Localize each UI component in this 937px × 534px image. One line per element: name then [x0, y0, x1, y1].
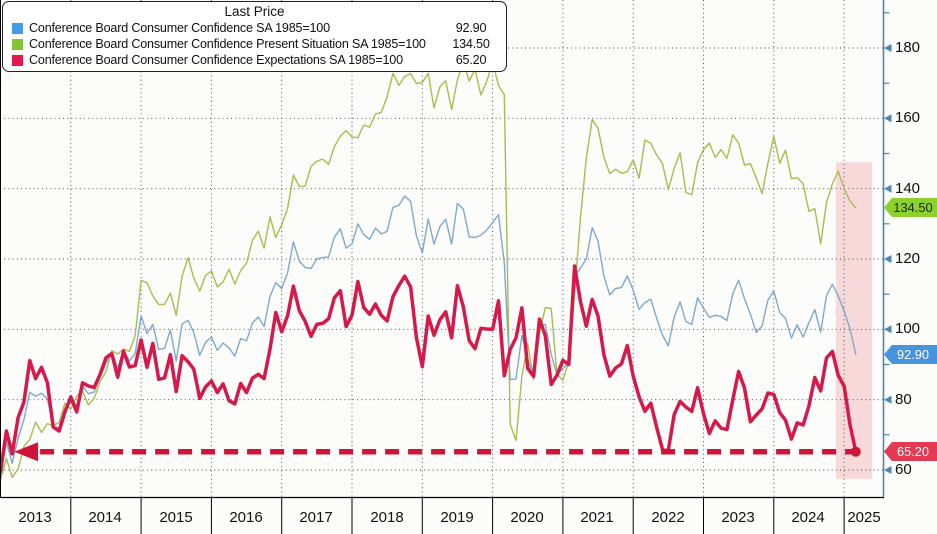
- x-axis-year-label: 2019: [440, 509, 474, 526]
- legend-item-value: 65.20: [455, 53, 487, 67]
- x-axis-year-label: 2022: [651, 509, 685, 526]
- legend-item-value: 92.90: [455, 21, 487, 35]
- legend-swatch-icon: [12, 38, 23, 50]
- legend-item-label: Conference Board Consumer Confidence Pre…: [29, 37, 426, 51]
- legend-item: Conference Board Consumer Confidence Exp…: [3, 52, 506, 68]
- legend: Last Price Conference Board Consumer Con…: [2, 1, 507, 72]
- x-axis-year-label: 2023: [721, 509, 755, 526]
- legend-item-label: Conference Board Consumer Confidence Exp…: [29, 53, 403, 67]
- last-price-badge: 65.20: [884, 442, 937, 461]
- x-axis-year-label: 2018: [370, 509, 404, 526]
- x-axis-year-label: 2013: [18, 509, 52, 526]
- last-price-badge: 92.90: [884, 345, 937, 364]
- x-axis-year-label: 2014: [88, 509, 122, 526]
- x-axis-year-label: 2015: [159, 509, 193, 526]
- y-axis-tick-label: 80: [895, 391, 912, 408]
- y-axis-tick-label: 120: [895, 250, 921, 267]
- legend-swatch-icon: [12, 54, 23, 66]
- legend-item-label: Conference Board Consumer Confidence SA …: [29, 21, 330, 35]
- last-price-badge: 134.50: [884, 198, 937, 217]
- y-axis-tick-label: 60: [895, 461, 912, 478]
- x-axis-year-label: 2016: [229, 509, 263, 526]
- legend-item: Conference Board Consumer Confidence SA …: [3, 20, 506, 36]
- x-axis-year-label: 2021: [580, 509, 614, 526]
- y-axis-tick-label: 180: [895, 39, 921, 56]
- legend-swatch-icon: [12, 22, 23, 34]
- y-axis-tick-label: 160: [895, 109, 921, 126]
- x-axis-year-label: 2017: [299, 509, 333, 526]
- x-axis-year-label: 2020: [510, 509, 544, 526]
- y-axis-tick-label: 140: [895, 180, 921, 197]
- x-axis-year-label: 2025: [847, 509, 881, 526]
- legend-title: Last Price: [224, 4, 285, 19]
- y-axis-tick-label: 100: [895, 320, 921, 337]
- legend-item-value: 134.50: [452, 37, 490, 51]
- x-axis-year-label: 2024: [791, 509, 825, 526]
- legend-item: Conference Board Consumer Confidence Pre…: [3, 36, 506, 52]
